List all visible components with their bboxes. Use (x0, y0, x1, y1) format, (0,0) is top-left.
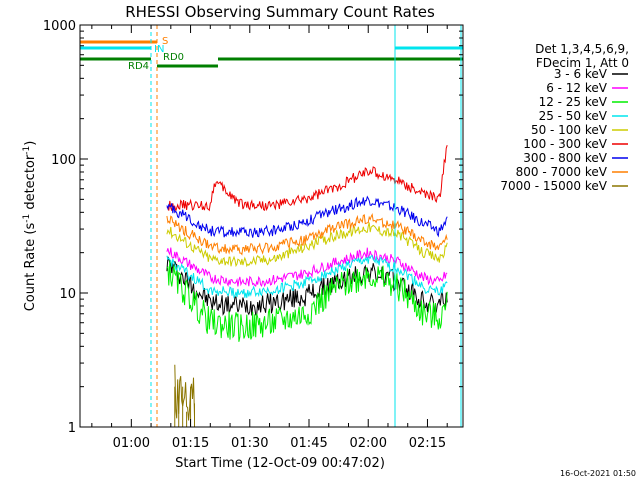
y-tick-label: 10 (59, 287, 76, 302)
chart-title: RHESSI Observing Summary Count Rates (125, 3, 435, 21)
legend-header-line-2: FDecim 1, Att 0 (536, 56, 629, 70)
series-line (166, 195, 448, 238)
y-tick-label: 1 (68, 421, 76, 436)
x-tick-label: 01:00 (113, 436, 150, 451)
x-tick-label: 01:30 (231, 436, 268, 451)
x-tick-label: 01:45 (290, 436, 327, 451)
generation-timestamp: 16-Oct-2021 01:50 (560, 469, 636, 478)
legend-entry-label: 100 - 300 keV (523, 137, 607, 151)
x-axis-label: Start Time (12-Oct-09 00:47:02) (175, 456, 385, 471)
legend-entry-label: 6 - 12 keV (546, 81, 608, 95)
legend-entry-label: 3 - 6 keV (554, 67, 608, 81)
series-line (166, 213, 448, 256)
x-tick-label: 01:15 (172, 436, 209, 451)
series-line (166, 222, 448, 268)
legend-entry-label: 50 - 100 keV (531, 123, 608, 137)
plot-frame (79, 24, 464, 428)
x-tick-label: 02:15 (409, 436, 446, 451)
legend-entry-label: 12 - 25 keV (539, 95, 608, 109)
x-axis-ticks: 01:00 01:15 01:30 01:45 02:00 02:15 (91, 25, 448, 451)
series-line (166, 247, 448, 288)
series-line (174, 364, 195, 421)
series-line (166, 255, 448, 299)
y-axis-label: Count Rate (s-1 detector-1) (22, 141, 38, 312)
s-flag-label: S (162, 36, 168, 47)
legend-entry-label: 7000 - 15000 keV (500, 179, 607, 193)
rd0-flag-label: RD0 (163, 52, 184, 63)
rd4-flag-label: RD4 (128, 61, 149, 72)
legend: Det 1,3,4,5,6,9, FDecim 1, Att 0 3 - 6 k… (500, 42, 629, 193)
series-lines (166, 145, 448, 427)
legend-header-line-1: Det 1,3,4,5,6,9, (535, 42, 629, 56)
legend-entry-label: 25 - 50 keV (539, 109, 608, 123)
y-axis-ticks: 1 10 100 1000 (43, 19, 463, 436)
in-flag-label: IN (154, 44, 164, 55)
y-tick-label: 1000 (43, 19, 76, 34)
y-tick-label: 100 (51, 153, 76, 168)
legend-entry-label: 300 - 800 keV (523, 151, 607, 165)
series-line (166, 260, 448, 342)
x-tick-label: 02:00 (350, 436, 387, 451)
series-line (166, 145, 448, 213)
legend-entry-label: 800 - 7000 keV (516, 165, 608, 179)
